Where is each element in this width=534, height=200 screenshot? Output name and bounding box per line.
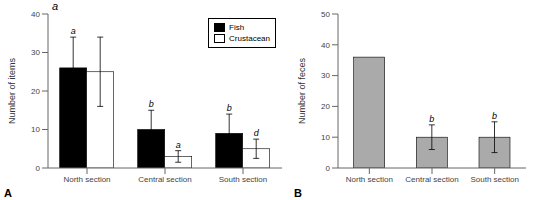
svg-text:b: b bbox=[492, 111, 497, 121]
svg-text:a: a bbox=[71, 26, 76, 36]
svg-text:d: d bbox=[254, 128, 260, 138]
svg-text:Number of items: Number of items bbox=[8, 57, 17, 124]
svg-text:North section: North section bbox=[63, 175, 110, 184]
svg-text:Central section: Central section bbox=[405, 175, 458, 184]
svg-text:b: b bbox=[149, 99, 154, 109]
html-text:a: a bbox=[52, 0, 59, 12]
html-text:Fish: Fish bbox=[229, 23, 245, 32]
svg-text:South section: South section bbox=[219, 175, 267, 184]
svg-text:b: b bbox=[429, 114, 434, 124]
svg-text:b: b bbox=[227, 103, 232, 113]
svg-text:0: 0 bbox=[326, 164, 331, 173]
svg-text:North section: North section bbox=[346, 175, 393, 184]
svg-text:10: 10 bbox=[31, 125, 40, 134]
svg-text:0: 0 bbox=[36, 164, 41, 173]
html-text:B: B bbox=[294, 187, 302, 199]
svg-text:40: 40 bbox=[321, 41, 330, 50]
html-text:Crustacean: Crustacean bbox=[229, 34, 270, 43]
svg-text:50: 50 bbox=[321, 10, 330, 19]
svg-text:30: 30 bbox=[321, 71, 330, 80]
svg-text:Central section: Central section bbox=[138, 175, 191, 184]
svg-text:a: a bbox=[176, 140, 181, 150]
html-text:A: A bbox=[4, 187, 12, 199]
svg-text:40: 40 bbox=[31, 10, 40, 19]
svg-text:Number of feces: Number of feces bbox=[297, 57, 307, 124]
svg-text:10: 10 bbox=[321, 133, 330, 142]
svg-text:20: 20 bbox=[31, 87, 40, 96]
svg-text:30: 30 bbox=[31, 48, 40, 57]
svg-text:South section: South section bbox=[470, 175, 518, 184]
svg-text:20: 20 bbox=[321, 102, 330, 111]
